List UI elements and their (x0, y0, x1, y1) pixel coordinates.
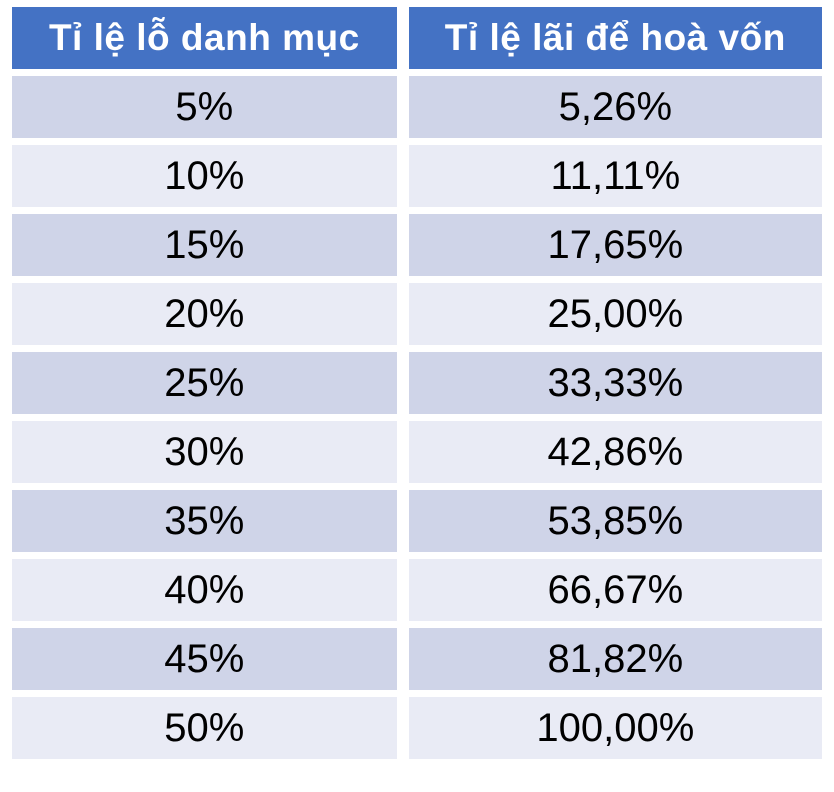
loss-cell: 50% (12, 697, 397, 759)
gain-cell: 53,85% (408, 490, 822, 552)
table-row: 25% 33,33% (12, 352, 822, 414)
gain-cell: 100,00% (408, 697, 822, 759)
header-cell-breakeven-gain: Tỉ lệ lãi để hoà vốn (408, 7, 822, 69)
gain-cell: 42,86% (408, 421, 822, 483)
table-row: 15% 17,65% (12, 214, 822, 276)
gain-cell: 66,67% (408, 559, 822, 621)
table-body: 5% 5,26% 10% 11,11% 15% 17,65% 20% 25,00… (12, 76, 822, 759)
table-row: 10% 11,11% (12, 145, 822, 207)
table-row: 30% 42,86% (12, 421, 822, 483)
breakeven-table: Tỉ lệ lỗ danh mục Tỉ lệ lãi để hoà vốn 5… (12, 7, 822, 759)
table-row: 5% 5,26% (12, 76, 822, 138)
loss-cell: 30% (12, 421, 397, 483)
loss-cell: 35% (12, 490, 397, 552)
table-row: 40% 66,67% (12, 559, 822, 621)
table-row: 50% 100,00% (12, 697, 822, 759)
gain-cell: 5,26% (408, 76, 822, 138)
gain-cell: 11,11% (408, 145, 822, 207)
table-row: 20% 25,00% (12, 283, 822, 345)
header-cell-loss-ratio: Tỉ lệ lỗ danh mục (12, 7, 397, 69)
gain-cell: 81,82% (408, 628, 822, 690)
loss-cell: 15% (12, 214, 397, 276)
gain-cell: 25,00% (408, 283, 822, 345)
table-row: 35% 53,85% (12, 490, 822, 552)
gain-cell: 33,33% (408, 352, 822, 414)
table-row: 45% 81,82% (12, 628, 822, 690)
loss-cell: 10% (12, 145, 397, 207)
table-header: Tỉ lệ lỗ danh mục Tỉ lệ lãi để hoà vốn (12, 7, 822, 69)
gain-cell: 17,65% (408, 214, 822, 276)
loss-cell: 5% (12, 76, 397, 138)
header-row: Tỉ lệ lỗ danh mục Tỉ lệ lãi để hoà vốn (12, 7, 822, 69)
loss-cell: 20% (12, 283, 397, 345)
loss-cell: 25% (12, 352, 397, 414)
loss-cell: 40% (12, 559, 397, 621)
loss-cell: 45% (12, 628, 397, 690)
